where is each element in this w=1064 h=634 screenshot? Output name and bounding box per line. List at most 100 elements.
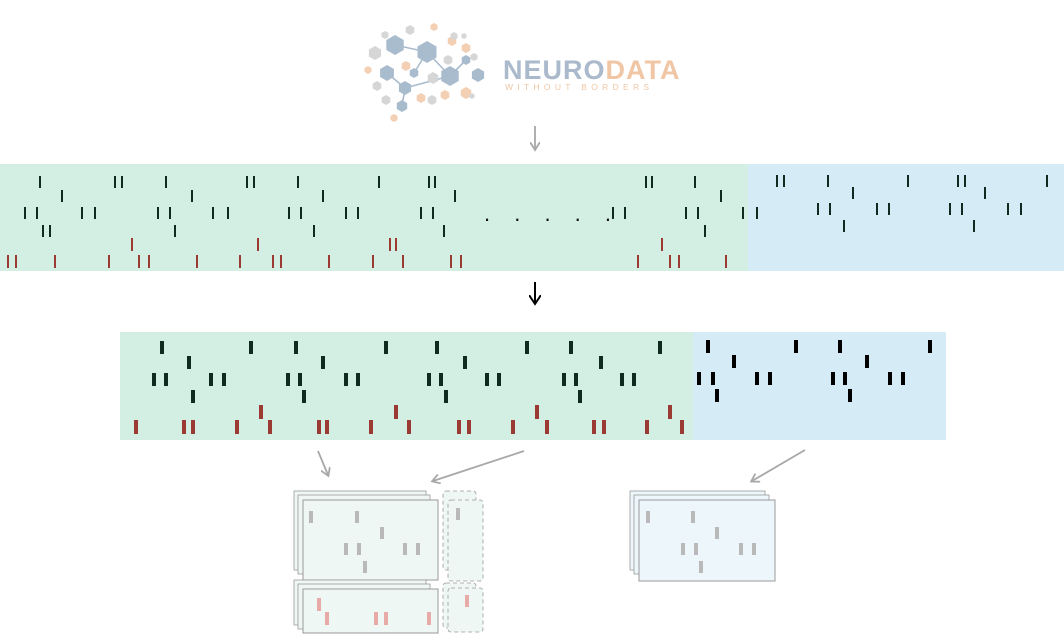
logo-hexagon-cluster-icon [364, 23, 485, 122]
neuron-spike-tick [463, 356, 467, 369]
neuron-spike-tick [732, 355, 736, 368]
behavior-tick [191, 420, 195, 434]
test-neural-stack [629, 490, 776, 582]
neuron-spike-tick [160, 341, 164, 354]
behavior-tick [7, 255, 9, 268]
behavior-tick [272, 255, 274, 268]
behavior-tick [268, 420, 272, 434]
faded-spike-tick [403, 543, 407, 555]
neuron-spike-tick [36, 207, 38, 219]
svg-text:NEURODATA: NEURODATA [503, 55, 681, 85]
behavior-tick [668, 405, 672, 419]
neuron-spike-tick [435, 341, 439, 354]
neuron-spike-tick [152, 373, 156, 386]
logo-brand-part2: DATA [606, 55, 681, 85]
behavior-tick [450, 255, 452, 268]
neuron-spike-tick [227, 207, 229, 219]
neuron-spike-tick [356, 373, 360, 386]
neuron-spike-tick [444, 390, 448, 403]
neuron-spike-tick [578, 390, 582, 403]
neuron-spike-tick [169, 207, 171, 219]
neuron-spike-tick [827, 175, 829, 187]
neuron-spike-tick [957, 175, 959, 187]
behavior-tick [395, 238, 397, 251]
neuron-spike-tick [612, 207, 614, 219]
behavior-tick [239, 255, 241, 268]
neuron-spike-tick [901, 372, 905, 385]
faded-spike-tick [380, 527, 384, 539]
neuron-spike-tick [620, 373, 624, 386]
training-region [120, 332, 693, 440]
behavior-tick [54, 255, 56, 268]
neuron-spike-tick [562, 373, 566, 386]
neuron-spike-tick [624, 207, 626, 219]
ellipsis: . . . . . [484, 201, 620, 226]
behavior-tick [108, 255, 110, 268]
faded-spike-tick [456, 508, 460, 520]
diagonal-arrow-icon [317, 450, 328, 475]
behavior-tick [457, 420, 461, 434]
neuron-spike-tick [297, 176, 299, 188]
neuron-spike-tick [49, 225, 51, 237]
neuron-spike-tick [298, 373, 302, 386]
neuron-spike-tick [313, 225, 315, 237]
behavior-tick [259, 405, 263, 419]
faded-spike-tick [715, 527, 719, 539]
neuron-spike-tick [288, 207, 290, 219]
neuron-spike-tick [300, 207, 302, 219]
neuron-spike-tick [246, 176, 248, 188]
faded-behavior-tick [374, 612, 378, 625]
neuron-spike-tick [973, 220, 975, 232]
diagonal-arrow-icon [433, 450, 525, 481]
neuron-spike-tick [720, 190, 722, 202]
neuron-spike-tick [427, 373, 431, 386]
behavior-tick [369, 420, 373, 434]
neuron-spike-tick [164, 373, 168, 386]
neuron-spike-tick [651, 176, 653, 188]
behavior-tick [680, 420, 684, 434]
faded-behavior-tick [427, 612, 431, 625]
neuron-spike-tick [249, 341, 253, 354]
behavior-tick [235, 420, 239, 434]
neuron-spike-tick [294, 341, 298, 354]
neuron-spike-tick [454, 190, 456, 202]
neuron-spike-tick [94, 207, 96, 219]
neuron-spike-tick [1046, 175, 1048, 187]
neuron-spike-tick [428, 176, 430, 188]
faded-spike-tick [739, 543, 743, 555]
neuron-spike-tick [114, 176, 116, 188]
neuron-spike-tick [928, 340, 932, 353]
faded-spike-tick [699, 561, 703, 573]
neuron-spike-tick [24, 207, 26, 219]
faded-spike-tick [344, 543, 348, 555]
behavior-tick [131, 238, 133, 251]
neuron-spike-tick [209, 373, 213, 386]
neuron-spike-tick [599, 356, 603, 369]
neuron-spike-tick [843, 372, 847, 385]
behavior-tick [669, 255, 671, 268]
behavior-tick [280, 255, 282, 268]
neuron-spike-tick [645, 176, 647, 188]
neuron-spike-tick [191, 190, 193, 202]
behavior-tick [661, 238, 663, 251]
neuron-spike-tick [485, 373, 489, 386]
behavior-tick [394, 405, 398, 419]
neuron-spike-tick [81, 207, 83, 219]
zoomed-band [120, 332, 946, 440]
faded-spike-tick [694, 543, 698, 555]
behavior-tick [637, 255, 639, 268]
test-region [748, 164, 1064, 271]
neuron-spike-tick [322, 190, 324, 202]
card-behavior-ticks [465, 595, 469, 607]
behavior-tick [134, 420, 138, 434]
diagonal-arrow-icon [752, 449, 806, 481]
neuron-spike-tick [165, 176, 167, 188]
neuron-spike-tick [439, 373, 443, 386]
neuron-spike-tick [961, 203, 963, 215]
neuron-spike-tick [964, 175, 966, 187]
neuron-spike-tick [574, 373, 578, 386]
neuron-spike-tick [843, 220, 845, 232]
neuron-spike-tick [253, 176, 255, 188]
behavior-tick [645, 420, 649, 434]
neuron-spike-tick [704, 225, 706, 237]
